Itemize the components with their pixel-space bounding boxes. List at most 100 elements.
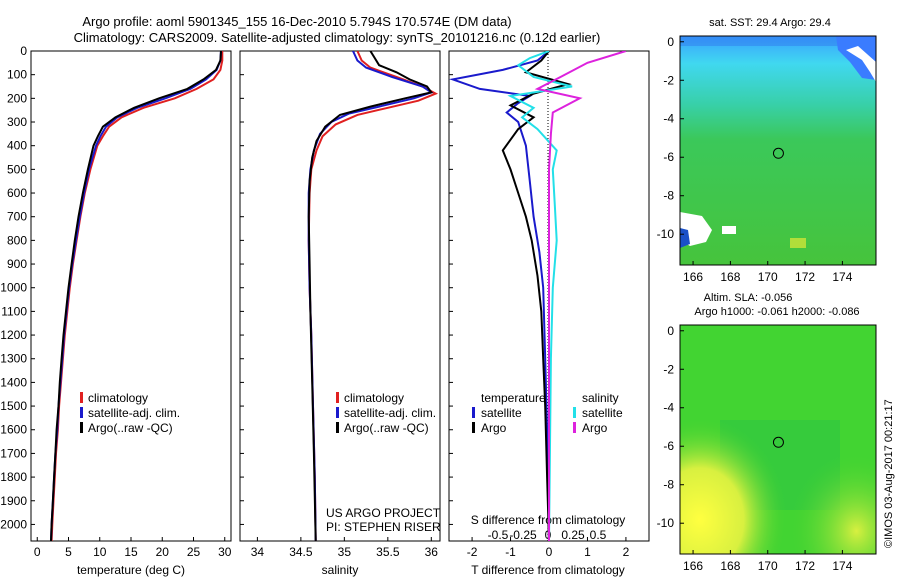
difference-depth-ticks: [449, 50, 453, 525]
t-diff-tick-label: 1: [584, 545, 591, 559]
salinity-tick-label: 34.5: [289, 545, 313, 559]
depth-tick-label: 1100: [1, 304, 27, 318]
map-y-tick-label: -2: [663, 73, 674, 87]
depth-tick-label: 2000: [0, 517, 27, 531]
map-x-tick-label: 166: [683, 559, 703, 573]
credit-pi: PI: STEPHEN RISER: [326, 520, 441, 534]
t-diff-tick-label: 2: [623, 545, 630, 559]
depth-tick-label: 1600: [0, 423, 27, 437]
depth-tick-label: 700: [7, 210, 27, 224]
temperature-legend: climatology satellite-adj. clim. Argo(..…: [80, 391, 180, 435]
argo-float-marker: [772, 436, 784, 448]
t-diff-series-s-argo: [534, 51, 627, 541]
legend-climatology: climatology: [344, 391, 404, 405]
legend-t-satellite: satellite: [481, 406, 522, 420]
sst-map-axes: 166 168 170 172 174 0 -2 -4 -6 -8 -10: [657, 35, 853, 284]
salinity-legend: climatology satellite-adj. clim. Argo(..…: [336, 391, 436, 435]
map-x-tick-label: 168: [720, 559, 740, 573]
map-x-tick-label: 170: [758, 559, 778, 573]
legend-swatch-satellite: [80, 407, 83, 418]
salinity-axes-box: [239, 50, 441, 542]
salinity-x-axis: 34 34.5 35 35.5 36: [251, 537, 438, 559]
legend-t-argo: Argo: [481, 421, 507, 435]
salinity-xlabel: salinity: [322, 563, 359, 577]
legend-head-temperature: temperature: [481, 391, 546, 405]
temperature-tick-label: 20: [156, 545, 170, 559]
legend-swatch-t-satellite: [472, 407, 475, 418]
legend-swatch-climatology: [80, 392, 83, 403]
s-diff-tick-label: 0.25: [561, 528, 585, 542]
map-x-tick-label: 168: [720, 270, 740, 284]
temperature-series-climatology: [50, 51, 224, 541]
salinity-panel: 34 34.5 35 35.5 36 salinity climatology sate…: [239, 50, 441, 577]
depth-tick-label: 500: [7, 162, 27, 176]
sla-map-title: Altim. SLA: -0.056: [704, 292, 793, 304]
credit-project: US ARGO PROJECT: [326, 506, 441, 520]
map-y-tick-label: -4: [663, 112, 674, 126]
temperature-panel: 0100200300400500600700800900100011001200…: [0, 44, 231, 577]
depth-tick-label: 400: [7, 139, 27, 153]
legend-swatch-satellite: [336, 407, 339, 418]
s-diff-x-axis: -0.5 -0.25 0 0.25 0.5: [488, 528, 607, 542]
sla-high-se: [680, 325, 876, 554]
legend-swatch-s-satellite: [573, 407, 576, 418]
temperature-tick-label: 15: [124, 545, 138, 559]
depth-tick-label: 200: [7, 91, 27, 105]
depth-tick-label: 800: [7, 233, 27, 247]
depth-tick-label: 1400: [0, 375, 27, 389]
depth-tick-label: 900: [7, 257, 27, 271]
argo-float-marker: [772, 147, 784, 159]
legend-satellite: satellite-adj. clim.: [88, 406, 180, 420]
salinity-depth-ticks: [240, 50, 244, 525]
sst-blue-patch: [836, 36, 876, 80]
sla-map-panel: Altim. SLA: -0.056 Argo h1000: -0.061 h2…: [657, 292, 877, 573]
legend-argo: Argo(..raw -QC): [344, 421, 429, 435]
t-diff-tick-label: 0: [546, 545, 553, 559]
legend-head-salinity: salinity: [582, 391, 619, 405]
sst-warm-band: [680, 36, 876, 46]
depth-tick-label: 1700: [0, 446, 27, 460]
map-y-tick-label: -6: [663, 150, 674, 164]
map-x-tick-label: 170: [758, 270, 778, 284]
map-y-tick-label: -6: [663, 439, 674, 453]
map-x-tick-label: 172: [795, 559, 815, 573]
map-y-tick-label: -8: [663, 189, 674, 203]
legend-swatch-argo: [80, 422, 83, 433]
map-y-tick-label: -10: [657, 227, 675, 241]
imos-stamp: ©IMOS 03-Aug-2017 00:21:17: [883, 399, 895, 548]
depth-tick-label: 1800: [0, 470, 27, 484]
depth-tick-label: 600: [7, 186, 27, 200]
sst-map-title: sat. SST: 29.4 Argo: 29.4: [709, 17, 831, 29]
difference-panel: -2 -1 0 1 2 -0.5 -0.25 0 0.25 0.5 S difference f…: [448, 50, 650, 577]
depth-tick-label: 1500: [0, 399, 27, 413]
depth-tick-label: 100: [7, 68, 27, 82]
header-subtitle: Climatology: CARS2009. Satellite-adjuste…: [74, 30, 601, 45]
sst-blue-spot: [680, 228, 690, 248]
sst-map-panel: sat. SST: 29.4 Argo: 29.4 166 168 170 172 17…: [657, 17, 877, 284]
legend-swatch-climatology: [336, 392, 339, 403]
salinity-tick-label: 35.5: [376, 545, 400, 559]
depth-tick-label: 1000: [0, 281, 27, 295]
header-title: Argo profile: aoml 5901345_155 16-Dec-20…: [82, 14, 511, 29]
t-diff-series-t-satellite: [449, 51, 550, 541]
sst-map-frame: [679, 35, 877, 266]
sst-cloud-mask-ne: [846, 46, 876, 82]
t-diff-tick-label: -1: [505, 545, 516, 559]
temperature-series-argo-raw-qc-: [50, 51, 222, 541]
temperature-xlabel: temperature (deg C): [77, 563, 185, 577]
legend-argo: Argo(..raw -QC): [88, 421, 173, 435]
legend-swatch-s-argo: [573, 422, 576, 433]
temperature-tick-label: 30: [218, 545, 232, 559]
map-x-tick-label: 172: [795, 270, 815, 284]
salinity-series-argo-raw-qc-: [307, 51, 434, 541]
map-y-tick-label: -4: [663, 401, 674, 415]
s-diff-tick-label: -0.5: [488, 528, 509, 542]
t-diff-series-t-argo: [501, 51, 572, 541]
sla-map-frame: [679, 324, 877, 555]
depth-axis: 0 100 200 300 400 500 600 700 800 900 1000 1100 1200…: [0, 44, 35, 531]
salinity-tick-label: 34: [251, 545, 265, 559]
temperature-tick-label: 0: [34, 545, 41, 559]
s-diff-tick-label: -0.25: [509, 528, 537, 542]
map-y-tick-label: -2: [663, 362, 674, 376]
sla-map-axes: 166 168 170 172 174 0 -2 -4 -6 -8 -10: [657, 324, 853, 573]
